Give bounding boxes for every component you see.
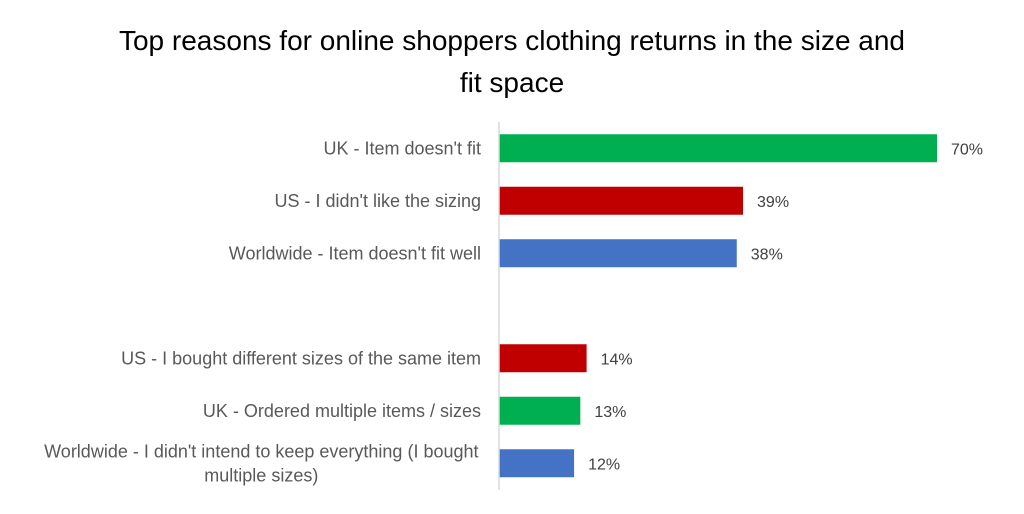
category-label-worldwide-i-didn-t-intend-to-keep-everything-i-bought-multiple-sizes: Worldwide - I didn't intend to keep ever…: [44, 441, 478, 485]
data-label-worldwide-item-doesn-t-fit-well: 38%: [751, 246, 783, 263]
bars-layer: [499, 134, 937, 478]
data-label-us-i-bought-different-sizes-of-the-same-item: 14%: [601, 351, 633, 368]
category-label-us-i-bought-different-sizes-of-the-same-item: US - I bought different sizes of the sam…: [121, 348, 481, 368]
category-label-worldwide-item-doesn-t-fit-well: Worldwide - Item doesn't fit well: [229, 243, 481, 263]
chart-title: Top reasons for online shoppers clothing…: [118, 25, 906, 98]
bar-worldwide-i-didn-t-intend-to-keep-everything-i-bought-multiple-sizes: [499, 449, 575, 478]
bar-us-i-didn-t-like-the-sizing: [499, 186, 744, 215]
data-label-uk-ordered-multiple-items-sizes: 13%: [594, 404, 626, 421]
labels-layer: 70% UK - Item doesn't fit 39% US - I didn't…: [44, 138, 983, 485]
category-label-us-i-didn-t-like-the-sizing: US - I didn't like the sizing: [274, 191, 481, 211]
data-label-us-i-didn-t-like-the-sizing: 39%: [757, 194, 789, 211]
data-label-worldwide-i-didn-t-intend-to-keep-everything-i-bought-multiple-sizes: 12%: [588, 456, 620, 473]
category-label-uk-item-doesn-t-fit: UK - Item doesn't fit: [324, 138, 482, 158]
bar-uk-ordered-multiple-items-sizes: [499, 396, 581, 425]
data-label-uk-item-doesn-t-fit: 70%: [951, 141, 983, 158]
bar-us-i-bought-different-sizes-of-the-same-item: [499, 344, 587, 373]
bar-worldwide-item-doesn-t-fit-well: [499, 239, 737, 268]
bar-uk-item-doesn-t-fit: [499, 134, 937, 163]
category-label-uk-ordered-multiple-items-sizes: UK - Ordered multiple items / sizes: [203, 401, 481, 421]
